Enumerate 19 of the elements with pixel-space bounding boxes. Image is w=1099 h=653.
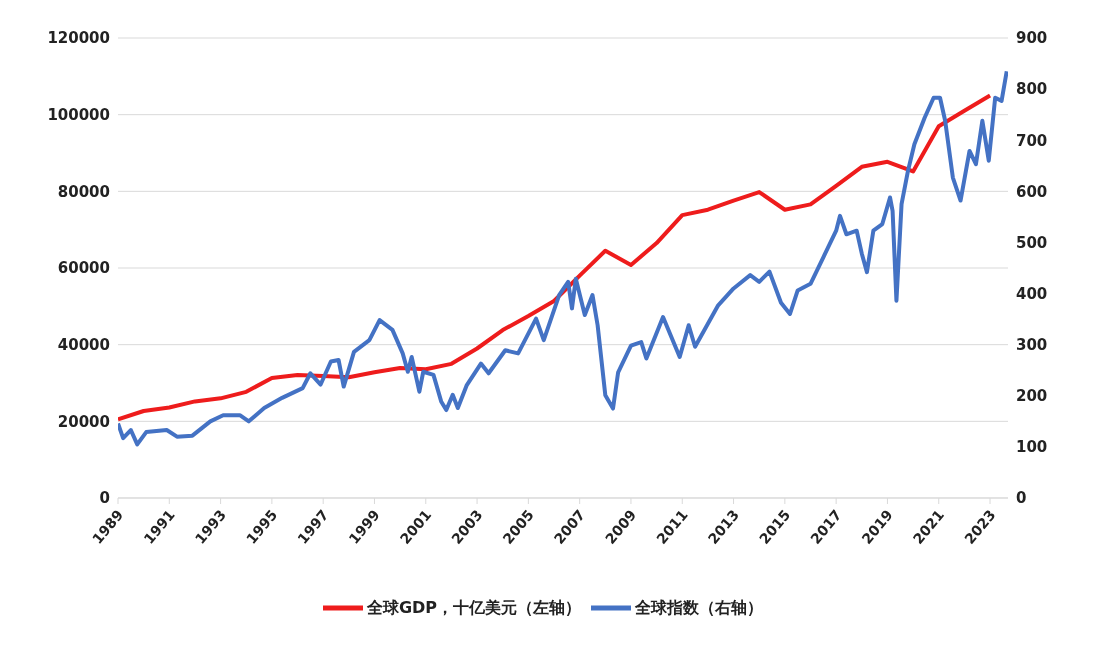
y-tick-label: 20000 [57,412,110,431]
y-tick-label: 40000 [57,335,110,354]
y-tick-label: 120000 [47,29,110,48]
y-tick-label: 0 [99,489,110,508]
legend-label: 全球指数（右轴） [635,597,764,617]
y2-tick-label: 600 [1016,182,1048,201]
y2-tick-label: 700 [1016,131,1048,150]
y2-tick-label: 900 [1016,29,1048,48]
y-tick-label: 100000 [47,105,110,124]
y-tick-label: 60000 [57,259,110,278]
y2-tick-label: 300 [1016,335,1048,354]
y2-tick-label: 200 [1016,387,1048,406]
y-tick-label: 80000 [57,182,110,201]
y2-tick-label: 500 [1016,233,1048,252]
y2-tick-label: 400 [1016,284,1048,303]
y2-tick-label: 100 [1016,438,1048,457]
y2-tick-label: 0 [1016,489,1027,508]
y2-tick-label: 800 [1016,80,1048,99]
legend-label: 全球GDP，十亿美元（左轴） [366,597,582,617]
